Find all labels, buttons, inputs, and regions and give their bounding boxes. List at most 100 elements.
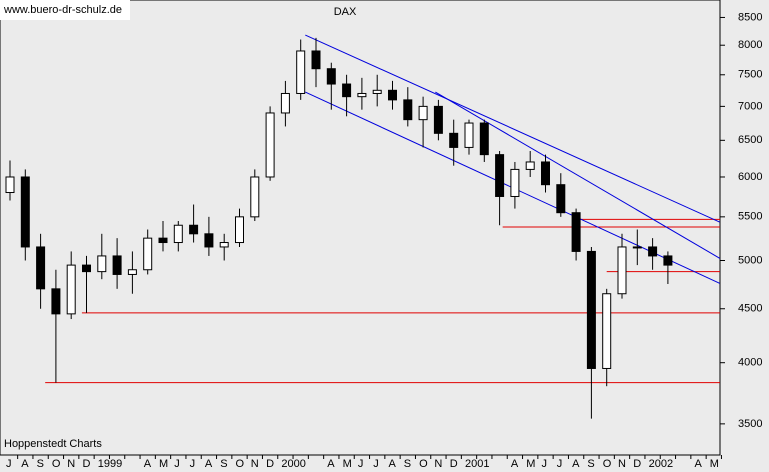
candle-body bbox=[433, 105, 443, 134]
x-tick-label: 2001 bbox=[465, 458, 489, 470]
x-tick-label: J bbox=[557, 458, 563, 470]
x-tick-label: J bbox=[373, 458, 379, 470]
watermark: www.buero-dr-schulz.de bbox=[3, 4, 122, 16]
candle-body bbox=[418, 105, 428, 121]
candle-body bbox=[66, 264, 76, 315]
y-tick-label: 8000 bbox=[738, 39, 762, 51]
candle-body bbox=[127, 269, 137, 275]
x-tick-label: D bbox=[266, 458, 274, 470]
x-tick-label: A bbox=[695, 458, 703, 470]
x-tick-label: M bbox=[526, 458, 535, 470]
candle-body bbox=[541, 161, 550, 186]
candle-body bbox=[204, 233, 214, 248]
candle-body bbox=[20, 176, 30, 248]
candle-body bbox=[173, 224, 183, 244]
candle-body bbox=[663, 255, 673, 266]
y-tick-label: 8500 bbox=[738, 11, 762, 23]
x-tick-label: M bbox=[343, 458, 352, 470]
y-tick-label: 6500 bbox=[738, 134, 762, 146]
candle-body bbox=[97, 255, 107, 273]
candle-body bbox=[189, 224, 199, 235]
candle-body bbox=[556, 184, 566, 214]
candle-body bbox=[464, 122, 474, 148]
x-tick-label: 1999 bbox=[98, 458, 122, 470]
trend-line bbox=[305, 34, 721, 223]
y-tick-label: 4000 bbox=[738, 357, 762, 369]
candle-body bbox=[143, 237, 153, 271]
y-tick-label: 5000 bbox=[738, 254, 762, 266]
x-tick-label: A bbox=[572, 458, 580, 470]
watermark-box bbox=[0, 0, 130, 20]
x-tick-label: N bbox=[434, 458, 442, 470]
x-tick-label: 2002 bbox=[649, 458, 673, 470]
candle-body bbox=[265, 112, 275, 178]
candle-body bbox=[112, 255, 122, 275]
candle-body bbox=[51, 288, 61, 315]
candle-body bbox=[510, 168, 520, 197]
candle-body bbox=[219, 242, 229, 248]
x-tick-label: S bbox=[37, 458, 44, 470]
candle-body bbox=[388, 89, 397, 101]
candle-body bbox=[250, 176, 260, 218]
candle-body bbox=[403, 99, 413, 121]
y-tick-label: 5500 bbox=[738, 211, 762, 223]
x-tick-label: J bbox=[358, 458, 364, 470]
x-tick-label: A bbox=[205, 458, 213, 470]
x-tick-label: O bbox=[419, 458, 428, 470]
plot-frame bbox=[0, 0, 721, 456]
x-tick-label: O bbox=[52, 458, 61, 470]
x-tick-label: N bbox=[67, 458, 75, 470]
y-tick-label: 7000 bbox=[738, 100, 762, 112]
candle-body bbox=[648, 246, 658, 257]
x-tick-label: 2000 bbox=[281, 458, 305, 470]
x-tick-label: A bbox=[511, 458, 519, 470]
candle-body bbox=[235, 216, 244, 244]
trend-line bbox=[435, 91, 721, 259]
candle-body bbox=[326, 68, 336, 85]
x-tick-label: N bbox=[618, 458, 626, 470]
candle-body bbox=[525, 161, 535, 170]
x-tick-label: D bbox=[633, 458, 641, 470]
candle-body bbox=[632, 246, 642, 249]
candle-body bbox=[280, 92, 290, 114]
candle-body bbox=[495, 154, 505, 197]
x-tick-label: S bbox=[220, 458, 227, 470]
candle-body bbox=[357, 92, 367, 98]
x-tick-label: O bbox=[236, 458, 245, 470]
candle-body bbox=[158, 237, 168, 244]
candle-body bbox=[5, 176, 15, 194]
x-tick-label: M bbox=[159, 458, 168, 470]
candle-body bbox=[372, 89, 382, 94]
x-tick-label: D bbox=[450, 458, 458, 470]
x-tick-label: J bbox=[542, 458, 548, 470]
x-tick-label: J bbox=[6, 458, 12, 470]
x-tick-label: A bbox=[21, 458, 29, 470]
candle-body bbox=[82, 264, 91, 273]
candle-body bbox=[602, 293, 612, 369]
x-tick-label: S bbox=[587, 458, 594, 470]
candle-body bbox=[342, 83, 352, 98]
x-tick-label: J bbox=[190, 458, 196, 470]
y-tick-label: 4500 bbox=[738, 303, 762, 315]
candle-body bbox=[311, 50, 321, 70]
x-tick-label: N bbox=[251, 458, 259, 470]
credit: Hoppenstedt Charts bbox=[4, 438, 102, 450]
candle-body bbox=[479, 122, 489, 156]
x-tick-label: M bbox=[710, 458, 719, 470]
candle-body bbox=[617, 246, 627, 295]
x-tick-label: A bbox=[144, 458, 152, 470]
y-tick-label: 6000 bbox=[738, 171, 762, 183]
x-tick-label: D bbox=[83, 458, 91, 470]
candle-body bbox=[296, 50, 306, 94]
x-tick-label: A bbox=[389, 458, 397, 470]
candle-body bbox=[571, 212, 581, 252]
candle-body bbox=[586, 250, 596, 369]
x-tick-label: O bbox=[603, 458, 612, 470]
x-tick-label: S bbox=[404, 458, 411, 470]
x-tick-label: J bbox=[174, 458, 180, 470]
candle-body bbox=[36, 246, 46, 290]
candle-body bbox=[449, 132, 459, 148]
chart-title: DAX bbox=[334, 6, 357, 18]
x-tick-label: A bbox=[327, 458, 335, 470]
